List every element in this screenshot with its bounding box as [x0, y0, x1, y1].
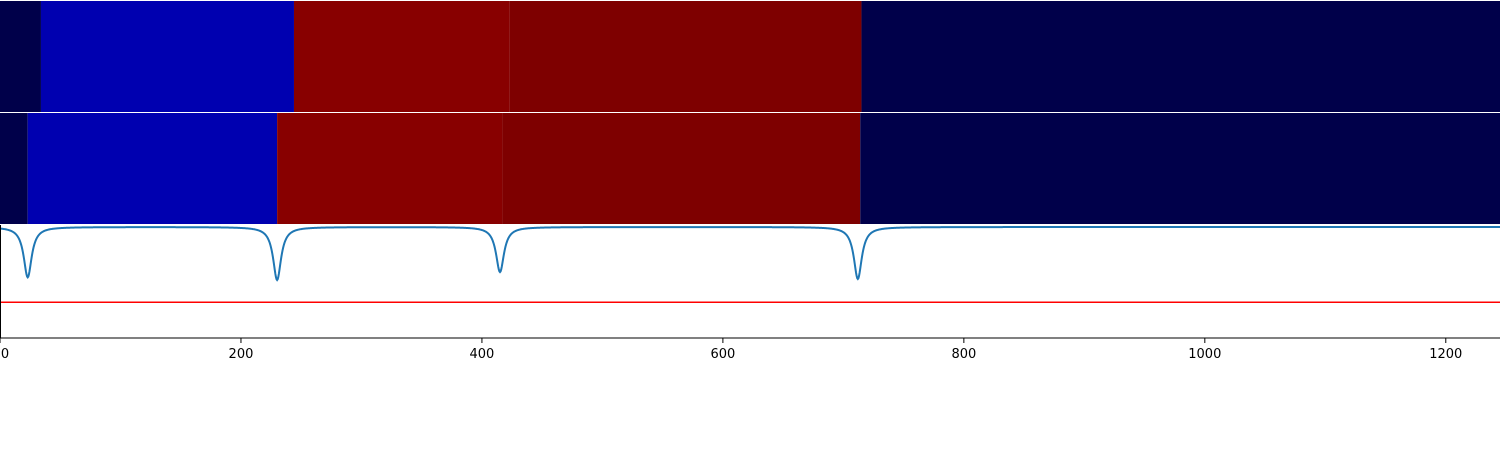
signal-line — [0, 226, 1500, 282]
x-tick-label: 200 — [229, 347, 254, 362]
x-tick-label: 1000 — [1188, 347, 1221, 362]
x-tick-label: 1200 — [1429, 347, 1462, 362]
heatmap-segment — [293, 1, 510, 112]
x-tick-label: 400 — [470, 347, 495, 362]
heatmap-segment — [0, 113, 28, 224]
heatmap-row-2 — [0, 113, 1500, 224]
signal-panel — [0, 225, 1500, 339]
signal-panel-background — [0, 225, 1500, 338]
heatmap-segment — [509, 1, 862, 112]
x-tick-label: 800 — [951, 347, 976, 362]
x-axis: 0 200 400 600 800 1000 1200 — [0, 338, 1462, 362]
heatmap-segment — [860, 113, 1500, 224]
heatmap-segment — [40, 1, 294, 112]
heatmap — [0, 1, 1500, 224]
heatmap-segment — [861, 1, 1500, 112]
heatmap-segment — [277, 113, 503, 224]
heatmap-segment — [0, 1, 41, 112]
row-divider — [0, 112, 1500, 113]
x-tick-label: 600 — [710, 347, 735, 362]
heatmap-segment — [502, 113, 861, 224]
heatmap-row-1 — [0, 1, 1500, 112]
x-tick-label: 0 — [1, 347, 9, 362]
heatmap-segment — [27, 113, 278, 224]
